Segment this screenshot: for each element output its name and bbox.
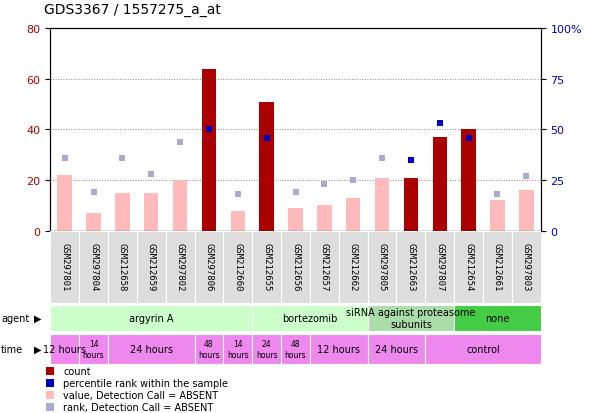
Bar bbox=[252, 231, 281, 304]
Text: percentile rank within the sample: percentile rank within the sample bbox=[63, 378, 228, 388]
Bar bbox=[50, 305, 252, 331]
Bar bbox=[426, 334, 541, 364]
Bar bbox=[404, 178, 418, 231]
Bar bbox=[115, 193, 129, 231]
Text: GSM297802: GSM297802 bbox=[176, 242, 184, 290]
Text: control: control bbox=[466, 344, 500, 354]
Bar bbox=[79, 231, 108, 304]
Text: 14
hours: 14 hours bbox=[227, 339, 249, 358]
Bar bbox=[173, 180, 187, 231]
Text: GSM212661: GSM212661 bbox=[493, 242, 502, 290]
Bar bbox=[223, 231, 252, 304]
Bar bbox=[252, 334, 281, 364]
Bar bbox=[50, 334, 79, 364]
Text: GSM212655: GSM212655 bbox=[262, 242, 271, 290]
Bar bbox=[230, 211, 245, 231]
Text: GSM212654: GSM212654 bbox=[464, 242, 473, 290]
Bar bbox=[375, 178, 389, 231]
Bar bbox=[491, 201, 505, 231]
Text: ▶: ▶ bbox=[34, 313, 42, 323]
Bar bbox=[317, 206, 332, 231]
Bar bbox=[368, 334, 426, 364]
Bar bbox=[50, 231, 79, 304]
Text: none: none bbox=[485, 313, 509, 323]
Text: rank, Detection Call = ABSENT: rank, Detection Call = ABSENT bbox=[63, 402, 213, 412]
Text: GSM297803: GSM297803 bbox=[522, 242, 531, 290]
Text: GDS3367 / 1557275_a_at: GDS3367 / 1557275_a_at bbox=[44, 2, 221, 17]
Text: GSM212663: GSM212663 bbox=[407, 242, 415, 290]
Bar bbox=[194, 231, 223, 304]
Text: GSM297804: GSM297804 bbox=[89, 242, 98, 290]
Text: 12 hours: 12 hours bbox=[317, 344, 361, 354]
Bar bbox=[165, 231, 194, 304]
Bar bbox=[310, 334, 368, 364]
Text: GSM212659: GSM212659 bbox=[147, 242, 155, 290]
Text: GSM297805: GSM297805 bbox=[378, 242, 387, 290]
Text: GSM297801: GSM297801 bbox=[60, 242, 69, 290]
Text: 14
hours: 14 hours bbox=[83, 339, 105, 358]
Text: ▶: ▶ bbox=[34, 344, 42, 354]
Text: GSM297807: GSM297807 bbox=[436, 242, 444, 290]
Bar bbox=[454, 231, 483, 304]
Text: 24
hours: 24 hours bbox=[256, 339, 277, 358]
Bar bbox=[86, 214, 100, 231]
Text: GSM212658: GSM212658 bbox=[118, 242, 127, 290]
Bar bbox=[339, 231, 368, 304]
Bar bbox=[194, 334, 223, 364]
Bar bbox=[281, 334, 310, 364]
Text: GSM212662: GSM212662 bbox=[349, 242, 358, 290]
Text: agent: agent bbox=[1, 313, 30, 323]
Bar bbox=[281, 231, 310, 304]
Bar bbox=[519, 191, 534, 231]
Bar bbox=[310, 231, 339, 304]
Bar bbox=[223, 334, 252, 364]
Bar bbox=[426, 231, 454, 304]
Bar bbox=[79, 334, 108, 364]
Text: 24 hours: 24 hours bbox=[375, 344, 418, 354]
Bar bbox=[144, 193, 158, 231]
Text: GSM212660: GSM212660 bbox=[233, 242, 242, 290]
Text: argyrin A: argyrin A bbox=[129, 313, 174, 323]
Bar bbox=[137, 231, 165, 304]
Text: count: count bbox=[63, 366, 91, 376]
Bar bbox=[252, 305, 368, 331]
Bar bbox=[288, 209, 303, 231]
Bar bbox=[397, 231, 426, 304]
Bar bbox=[462, 130, 476, 231]
Text: value, Detection Call = ABSENT: value, Detection Call = ABSENT bbox=[63, 390, 218, 400]
Bar bbox=[454, 305, 541, 331]
Bar bbox=[108, 334, 194, 364]
Bar bbox=[368, 305, 454, 331]
Text: time: time bbox=[1, 344, 23, 354]
Text: 12 hours: 12 hours bbox=[43, 344, 86, 354]
Bar bbox=[346, 198, 361, 231]
Text: GSM212657: GSM212657 bbox=[320, 242, 329, 290]
Text: 24 hours: 24 hours bbox=[130, 344, 173, 354]
Text: 48
hours: 48 hours bbox=[198, 339, 220, 358]
Text: siRNA against proteasome
subunits: siRNA against proteasome subunits bbox=[346, 307, 476, 329]
Text: bortezomib: bortezomib bbox=[282, 313, 337, 323]
Bar bbox=[512, 231, 541, 304]
Bar bbox=[433, 138, 447, 231]
Bar bbox=[202, 69, 216, 231]
Bar bbox=[483, 231, 512, 304]
Bar bbox=[259, 102, 274, 231]
Text: 48
hours: 48 hours bbox=[285, 339, 306, 358]
Bar bbox=[108, 231, 137, 304]
Text: GSM212656: GSM212656 bbox=[291, 242, 300, 290]
Bar bbox=[368, 231, 397, 304]
Text: GSM297806: GSM297806 bbox=[204, 242, 213, 290]
Bar bbox=[57, 176, 72, 231]
